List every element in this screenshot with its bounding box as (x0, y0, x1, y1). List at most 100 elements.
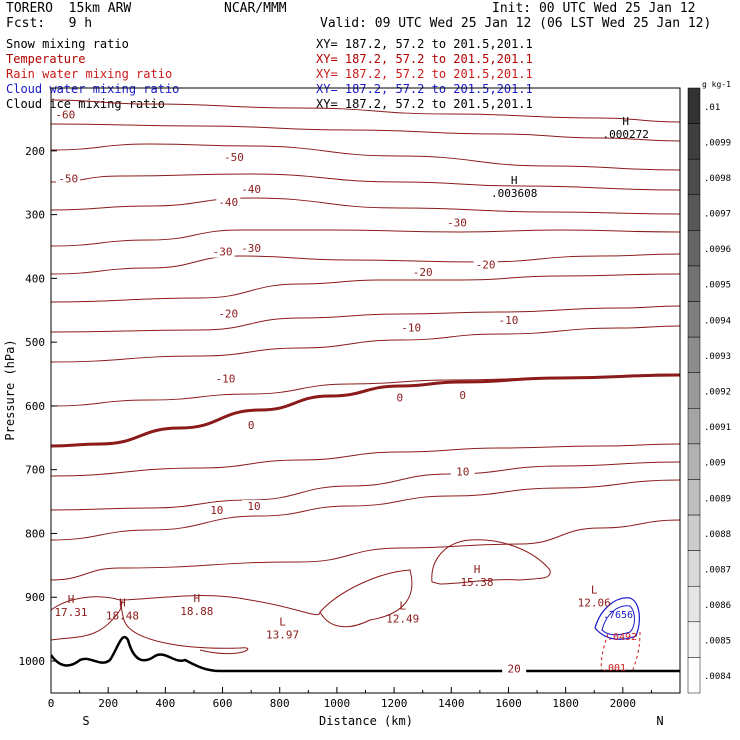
colorbar-tick-label: .0088 (704, 530, 731, 540)
isotherm-label: 0 (396, 392, 403, 405)
extremum-value: 18.48 (106, 609, 139, 622)
isotherm-label-bg (239, 183, 264, 196)
north-endpoint: N (656, 714, 663, 728)
extremum-letter: L (591, 584, 598, 597)
isotherm-label-bg (387, 391, 412, 404)
isotherm-label: -10 (401, 321, 421, 334)
isotherm-line (51, 443, 680, 477)
colorbar-swatch (687, 372, 701, 409)
y-tick-label: 600 (25, 400, 45, 413)
isotherm-label: -40 (241, 183, 261, 196)
low-level-contour (51, 600, 249, 655)
x-tick-label: 200 (98, 697, 118, 710)
y-tick-label: 200 (25, 145, 45, 158)
legend-rain: Rain water mixing ratio (6, 67, 173, 81)
extremum-letter: H (194, 592, 201, 605)
low-level-contour (51, 595, 321, 616)
legend-temperature: Temperature (6, 52, 86, 66)
isotherm-label: -40 (218, 196, 238, 209)
isotherm-label: -20 (218, 307, 238, 320)
isotherm-line (51, 325, 680, 363)
x-tick-label: 1800 (552, 697, 579, 710)
colorbar-tick-label: .0092 (704, 388, 731, 398)
isotherm-label: 0 (248, 419, 255, 432)
init-time: Init: 00 UTC Wed 25 Jan 12 (492, 1, 696, 16)
cloud-water-label: .0492 (607, 632, 637, 643)
isotherm-label: -30 (241, 242, 261, 255)
extremum-letter: H (511, 174, 518, 187)
colorbar-swatch (687, 336, 701, 373)
isotherm-label: 10 (247, 500, 260, 513)
x-tick-label: 2000 (610, 697, 637, 710)
colorbar-swatch (687, 657, 701, 694)
extremum-value: 12.49 (386, 613, 419, 626)
isotherm-label-bg (450, 389, 475, 402)
x-tick-label: 1400 (438, 697, 465, 710)
valid-time: Valid: 09 UTC Wed 25 Jan 12 (06 LST Wed … (320, 16, 712, 31)
isotherm-line (51, 173, 680, 191)
forecast-hour: Fcst: 9 h (6, 16, 93, 31)
y-tick-label: 400 (25, 272, 45, 285)
colorbar-swatch (687, 408, 701, 445)
isotherm-label-bg (450, 465, 475, 478)
south-endpoint: S (82, 714, 89, 728)
colorbar-swatch (687, 479, 701, 516)
y-axis-label: Pressure (hPa) (3, 339, 17, 440)
extremum-letter: H (119, 596, 126, 609)
isotherm-line (51, 461, 680, 511)
legend-snow: Snow mixing ratio (6, 37, 129, 51)
extremum-letter: H (474, 563, 481, 576)
colorbar-tick-label: .0094 (704, 316, 731, 326)
isotherm-label-bg (473, 258, 498, 271)
extremum-letter: H (68, 593, 75, 606)
extremum-value: .003608 (491, 187, 537, 200)
legend-cloud-ice-range: XY= 187.2, 57.2 to 201.5,201.1 (316, 97, 533, 111)
legend-cloud-water-range: XY= 187.2, 57.2 to 201.5,201.1 (316, 82, 533, 96)
colorbar-tick-label: .0093 (704, 352, 731, 362)
warm-pocket-contour (431, 539, 551, 585)
isotherm-label: 0 (459, 389, 466, 402)
colorbar-swatch (687, 621, 701, 658)
x-tick-label: 1000 (324, 697, 351, 710)
x-tick-label: 600 (213, 697, 233, 710)
isotherm-label: -50 (224, 151, 244, 164)
colorbar-swatch (687, 87, 701, 124)
colorbar-swatch (687, 585, 701, 623)
extremum-letter: H (622, 115, 629, 128)
isotherm-label: 10 (456, 466, 469, 479)
x-tick-label: 1600 (495, 697, 522, 710)
colorbar-swatch (687, 265, 701, 302)
isotherm-label-bg (399, 321, 424, 334)
colorbar-tick-label: .0089 (704, 494, 731, 504)
extremum-letter: L (279, 615, 286, 628)
isotherm-label-bg (239, 241, 264, 254)
extremum-letter: L (399, 600, 406, 613)
colorbar-swatch (687, 550, 701, 587)
org-label: NCAR/MMM (224, 1, 287, 16)
cloud-water-label: .001 (602, 663, 626, 674)
x-tick-label: 400 (155, 697, 175, 710)
isotherm-label-bg (221, 151, 246, 164)
colorbar-tick-label: .0085 (704, 637, 731, 647)
y-tick-label: 700 (25, 464, 45, 477)
isotherm-line (51, 253, 680, 275)
colorbar-swatch (687, 230, 701, 267)
legend-cloud-water: Cloud water mixing ratio (6, 82, 180, 96)
isotherm-label-bg (204, 503, 229, 516)
isotherm-label-bg (53, 108, 78, 121)
plot-area: -60 -50 -50 -40-40 -30 -30 -30 -20 -20 -20 -10 -10 -… (51, 99, 680, 676)
isotherm-label: -10 (215, 372, 235, 385)
colorbar-tick-label: .0098 (704, 174, 731, 184)
isotherm-label: 10 (210, 504, 223, 517)
extremum-value: 12.06 (578, 597, 611, 610)
isotherm-line (51, 273, 680, 303)
legend-rain-range: XY= 187.2, 57.2 to 201.5,201.1 (316, 67, 533, 81)
colorbar-tick-label: .009 (704, 459, 726, 469)
extremum-value: 18.88 (180, 605, 213, 618)
isotherm-label-bg (444, 216, 469, 229)
isotherm-line (51, 143, 680, 171)
extremum-value: 13.97 (266, 628, 299, 641)
isotherm-line (51, 479, 680, 541)
colorbar-tick-label: .0086 (704, 601, 731, 611)
